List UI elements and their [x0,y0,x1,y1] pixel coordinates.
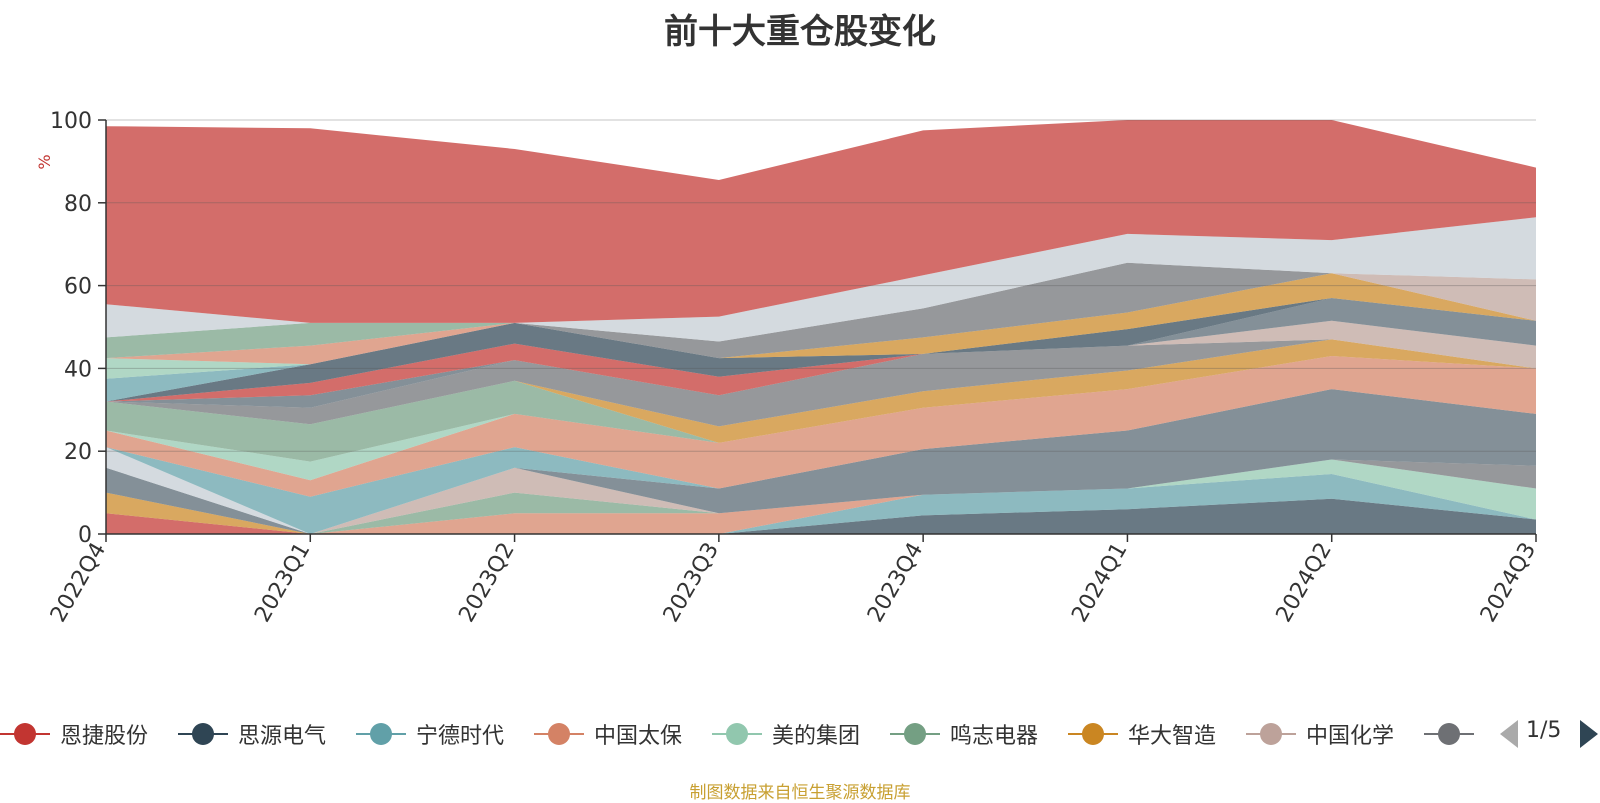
legend-item-2[interactable]: 思源电气 [178,716,326,752]
legend-swatch-icon [534,723,584,745]
legend-item-label: 美的集团 [772,724,861,749]
x-tick-label-2024Q1: 2024Q1 [1067,539,1132,627]
area-series-27 [106,262,1536,359]
x-tick-label-2023Q2: 2023Q2 [454,539,519,627]
y-tick-label-20: 20 [64,440,92,465]
legend-item-label: 宁德时代 [416,724,505,749]
area-series-6 [106,459,1536,534]
chart-legend: 恩捷股份 思源电气 宁德时代 中国太保 美的集团 鸣志电器 华大智造 中国化学 [0,716,1480,756]
y-tick-label-40: 40 [64,357,92,382]
chart-title: 前十大重仓股变化 [664,12,936,52]
area-series-15 [106,356,1536,462]
legend-swatch-icon [890,723,940,745]
area-series-17 [106,339,1536,427]
area-series-25 [106,298,1536,359]
data-source-note: 制图数据来自恒生聚源数据库 [689,783,911,803]
legend-swatch-icon [0,723,50,745]
legend-swatch-icon [1424,723,1474,745]
legend-item-7[interactable]: 华大智造 [1068,716,1216,752]
stacked-area-chart: 0 20 40 60 80 100% 2022Q4 2023Q1 2023Q2 2023Q3 202… [35,109,1541,627]
y-tick-label-60: 60 [64,275,92,300]
area-series-30 [106,120,1536,323]
legend-item-4[interactable]: 中国太保 [534,716,682,752]
area-series-24 [106,298,1536,365]
area-series-29 [106,217,1536,342]
legend-item-5[interactable]: 美的集团 [712,716,860,752]
legend-item-label: 中国太保 [594,724,683,749]
legend-swatch-icon [1068,723,1118,745]
area-series-20 [106,298,1536,402]
y-tick-label-100: 100 [50,109,92,134]
legend-item-3[interactable]: 宁德时代 [356,716,504,752]
legend-swatch-icon [1246,723,1296,745]
legend-item-9[interactable] [1424,716,1480,752]
area-series-2 [106,498,1536,534]
legend-swatch-icon [178,723,228,745]
area-series-19 [106,298,1536,408]
x-tick-label-2023Q3: 2023Q3 [659,539,724,627]
area-series-18 [106,320,1536,408]
x-tick-label-2023Q1: 2023Q1 [250,539,315,627]
area-series-13 [106,356,1536,497]
legend-item-label: 思源电气 [238,724,327,749]
legend-swatch-icon [712,723,762,745]
legend-item-label: 华大智造 [1128,724,1217,749]
legend-item-label: 恩捷股份 [60,724,149,749]
x-tick-label-2022Q4: 2022Q4 [46,539,111,627]
legend-item-label: 鸣志电器 [950,724,1039,749]
legend-item-label: 中国化学 [1306,724,1395,749]
area-series-1 [106,513,1536,534]
legend-pager: 1/5 [1500,716,1600,752]
legend-prev-page-button[interactable] [1500,720,1518,748]
area-series-21 [106,298,1536,402]
area-series-16 [106,339,1536,443]
x-tick-label-2024Q2: 2024Q2 [1272,539,1337,627]
legend-item-1[interactable]: 恩捷股份 [0,716,148,752]
legend-swatch-icon [356,723,406,745]
x-tick-label-2024Q3: 2024Q3 [1476,539,1541,627]
y-axis-label: % [35,154,54,169]
x-tick-label-2023Q4: 2023Q4 [863,539,928,627]
area-series-7 [106,459,1536,534]
legend-next-page-button[interactable] [1580,720,1598,748]
y-tick-label-0: 0 [78,523,92,548]
area-series-10 [106,389,1536,534]
legend-page-indicator: 1/5 [1526,718,1562,743]
legend-item-6[interactable]: 鸣志电器 [890,716,1038,752]
y-tick-label-80: 80 [64,192,92,217]
area-series-3 [106,474,1536,534]
area-series-9 [106,459,1536,534]
legend-item-8[interactable]: 中国化学 [1246,716,1394,752]
